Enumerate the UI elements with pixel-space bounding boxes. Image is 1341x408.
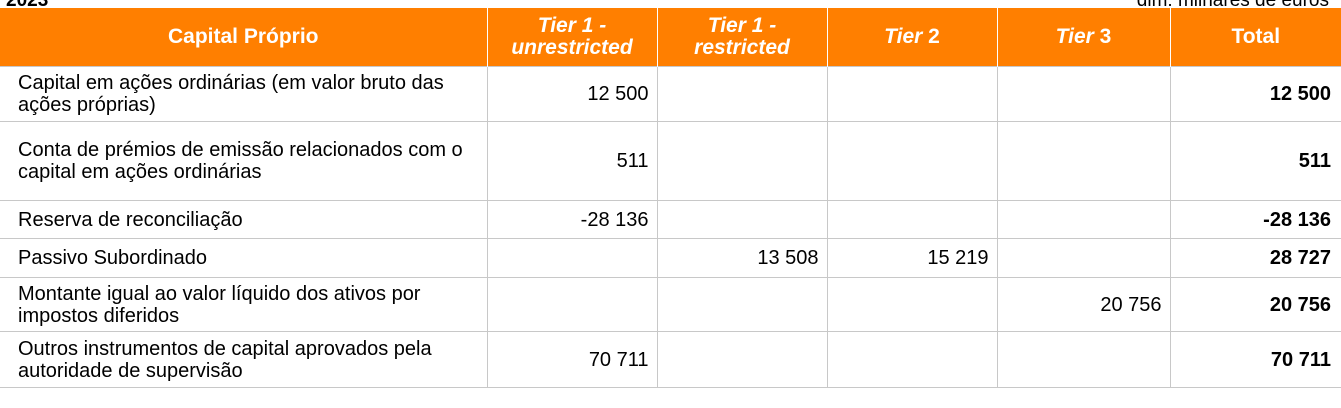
row-label: Reserva de reconciliação: [0, 200, 488, 239]
table-row: Outros instrumentos de capital aprovados…: [0, 331, 1341, 388]
header-capital-proprio: Capital Próprio: [0, 8, 488, 67]
cell-tier1-unrestricted: 511: [486, 121, 658, 201]
header-tier3-number: 3: [1099, 25, 1112, 48]
year-label: 2023: [6, 0, 49, 11]
cell-tier1-unrestricted: 70 711: [486, 331, 658, 388]
cell-total: -28 136: [1169, 200, 1341, 239]
header-tier3: Tier 3: [997, 8, 1171, 67]
cell-tier3: [996, 66, 1171, 122]
cell-tier3: [996, 200, 1171, 239]
header-total: Total: [1170, 8, 1341, 67]
cell-tier2: 15 219: [826, 238, 998, 278]
header-tier1-restricted: Tier 1 - restricted: [657, 8, 828, 67]
header-tier1-restricted-line2: restricted: [694, 36, 790, 59]
header-tier3-word: Tier: [1055, 25, 1094, 48]
cell-tier1-unrestricted: [486, 238, 658, 278]
table-row: Montante igual ao valor líquido dos ativ…: [0, 277, 1341, 332]
header-tier2-word: Tier: [884, 25, 923, 48]
row-label: Montante igual ao valor líquido dos ativ…: [0, 277, 488, 332]
row-label: Conta de prémios de emissão relacionados…: [0, 121, 488, 201]
header-tier2-number: 2: [928, 25, 940, 48]
cell-tier3: [996, 331, 1171, 388]
cell-tier1-unrestricted: [486, 277, 658, 332]
cell-tier1-unrestricted: 12 500: [486, 66, 658, 122]
row-label: Passivo Subordinado: [0, 238, 488, 278]
cell-tier1-restricted: 13 508: [656, 238, 828, 278]
cell-tier1-restricted: [656, 121, 828, 201]
table-row: Capital em ações ordinárias (em valor br…: [0, 66, 1341, 122]
cell-total: 12 500: [1169, 66, 1341, 122]
header-tier2: Tier 2: [827, 8, 998, 67]
table-caption: 2023 dim: milhares de euros: [0, 0, 1341, 11]
table-row: Reserva de reconciliação -28 136 -28 136: [0, 200, 1341, 239]
table-row: Passivo Subordinado 13 508 15 219 28 727: [0, 238, 1341, 278]
cell-tier2: [826, 277, 998, 332]
row-label: Capital em ações ordinárias (em valor br…: [0, 66, 488, 122]
own-funds-table: Capital Próprio Tier 1 - unrestricted Ti…: [0, 8, 1341, 388]
header-tier1-unrestricted-line1: Tier 1 -: [537, 14, 607, 37]
cell-tier2: [826, 121, 998, 201]
cell-tier1-restricted: [656, 200, 828, 239]
cell-tier1-unrestricted: -28 136: [486, 200, 658, 239]
cell-tier1-restricted: [656, 331, 828, 388]
header-tier1-unrestricted-line2: unrestricted: [511, 36, 633, 59]
cell-tier2: [826, 200, 998, 239]
cell-tier3: [996, 121, 1171, 201]
cell-total: 28 727: [1169, 238, 1341, 278]
row-label: Outros instrumentos de capital aprovados…: [0, 331, 488, 388]
table-row: Conta de prémios de emissão relacionados…: [0, 121, 1341, 201]
cell-total: 70 711: [1169, 331, 1341, 388]
cell-tier3: 20 756: [996, 277, 1171, 332]
cell-tier2: [826, 66, 998, 122]
header-tier1-restricted-line1: Tier 1 -: [707, 14, 777, 37]
cell-tier2: [826, 331, 998, 388]
header-row: Capital Próprio Tier 1 - unrestricted Ti…: [0, 8, 1341, 67]
cell-tier1-restricted: [656, 277, 828, 332]
header-tier1-unrestricted: Tier 1 - unrestricted: [487, 8, 658, 67]
cell-tier1-restricted: [656, 66, 828, 122]
unit-label: dim: milhares de euros: [1136, 0, 1329, 11]
cell-total: 20 756: [1169, 277, 1341, 332]
cell-tier3: [996, 238, 1171, 278]
cell-total: 511: [1169, 121, 1341, 201]
